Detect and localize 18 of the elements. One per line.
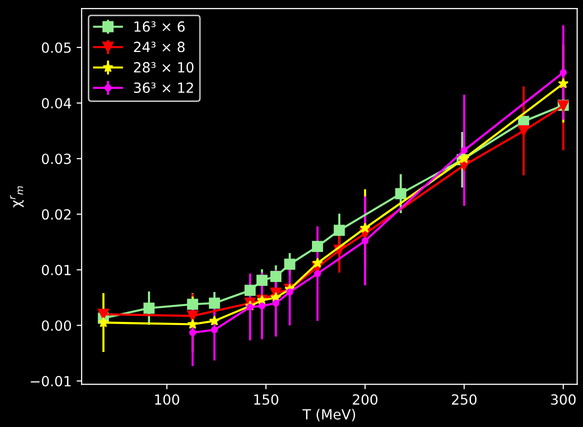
- x-tick-label: 300: [551, 394, 576, 405]
- x-tick-label: 150: [254, 394, 278, 405]
- x-axis-title: T (MeV): [302, 408, 356, 422]
- y-tick-label: 0.03: [42, 154, 71, 164]
- legend-label: 28³ × 10: [134, 62, 194, 73]
- legend-label: 16³ × 6: [134, 21, 185, 32]
- y-tick-label: −0.01: [30, 376, 71, 386]
- legend-label: 24³ × 8: [134, 42, 185, 52]
- y-axis-title: χ$^{r}$$_{m}$: [10, 186, 24, 208]
- x-tick-label: 200: [352, 394, 378, 405]
- x-tick-label: 250: [452, 394, 477, 405]
- legend-label: 36³ × 12: [134, 82, 193, 93]
- y-tick-label: 0.04: [42, 98, 72, 109]
- y-tick-label: 0.02: [42, 209, 71, 220]
- x-tick-label: 100: [155, 394, 180, 405]
- y-tick-label: 0.00: [42, 320, 71, 331]
- y-tick-label: 0.05: [42, 42, 71, 53]
- y-tick-label: 0.01: [42, 264, 71, 276]
